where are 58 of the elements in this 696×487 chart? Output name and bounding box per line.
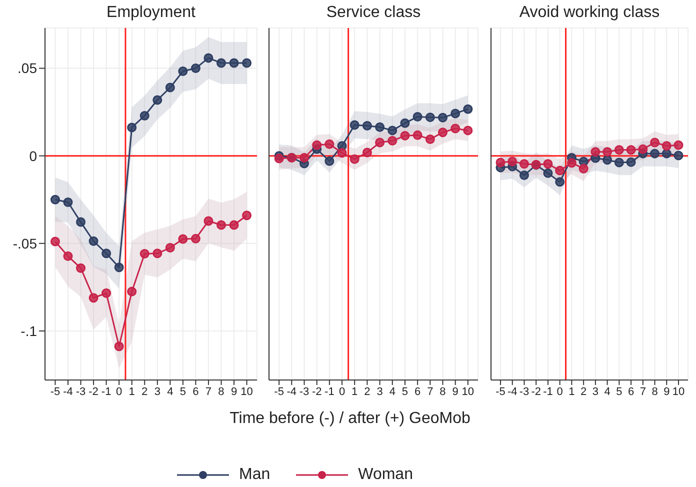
x-tick-label: 5 bbox=[180, 386, 186, 398]
y-tick-label: .05 bbox=[18, 60, 38, 76]
x-tick-label: 6 bbox=[414, 386, 421, 398]
y-tick-label: -.1 bbox=[20, 322, 38, 339]
x-tick-label: -1 bbox=[543, 386, 553, 398]
x-tick-label: 2 bbox=[580, 386, 587, 398]
x-tick-label: 7 bbox=[640, 386, 646, 398]
x-tick-label: 4 bbox=[389, 386, 396, 398]
x-tick-label: 2 bbox=[142, 386, 148, 398]
x-tick-label: 1 bbox=[128, 386, 135, 398]
chart-title: Employment bbox=[106, 4, 196, 22]
x-tick-label: -1 bbox=[324, 386, 334, 398]
x-tick-label: 8 bbox=[440, 386, 446, 398]
x-axis-title: Time before (-) / after (+) GeoMob bbox=[228, 410, 472, 428]
x-tick-label: 9 bbox=[452, 386, 458, 398]
x-tick-label: 10 bbox=[240, 386, 253, 398]
x-tick-label: 4 bbox=[167, 386, 174, 398]
x-tick-label: 1 bbox=[568, 386, 575, 398]
legend-label: Woman bbox=[358, 466, 413, 484]
x-tick-label: 1 bbox=[352, 386, 358, 398]
x-tick-label: 4 bbox=[604, 386, 610, 398]
x-tick-label: -3 bbox=[519, 386, 530, 398]
x-tick-label: 0 bbox=[116, 386, 122, 398]
x-tick-label: 3 bbox=[592, 386, 598, 398]
x-tick-label: 8 bbox=[218, 386, 224, 398]
x-tick-label: 7 bbox=[427, 386, 434, 398]
y-tick-label: 0 bbox=[29, 148, 38, 164]
x-tick-label: -3 bbox=[76, 386, 86, 398]
x-tick-label: -2 bbox=[531, 386, 541, 398]
x-tick-label: 5 bbox=[402, 386, 408, 398]
y-tick-label: -.05 bbox=[12, 235, 38, 252]
x-tick-label: -5 bbox=[50, 386, 60, 398]
x-tick-label: -4 bbox=[507, 386, 518, 398]
x-tick-label: 2 bbox=[364, 386, 370, 398]
chart-title: Service class bbox=[325, 4, 422, 22]
x-tick-label: 8 bbox=[652, 386, 658, 398]
x-tick-label: 7 bbox=[205, 386, 212, 398]
x-tick-label: 5 bbox=[616, 386, 622, 398]
x-tick-label: 6 bbox=[192, 386, 199, 398]
x-tick-label: 9 bbox=[664, 386, 670, 398]
x-tick-label: 9 bbox=[230, 386, 238, 398]
x-tick-label: 0 bbox=[556, 386, 563, 398]
x-tick-label: -1 bbox=[101, 386, 112, 398]
legend-label: Man bbox=[239, 466, 270, 484]
x-tick-label: 0 bbox=[338, 386, 346, 398]
x-tick-label: 6 bbox=[628, 386, 634, 398]
x-tick-label: -3 bbox=[299, 386, 310, 398]
x-tick-label: 3 bbox=[376, 386, 383, 398]
x-tick-label: 10 bbox=[672, 386, 685, 398]
x-tick-label: 10 bbox=[462, 386, 474, 398]
x-tick-label: -5 bbox=[496, 386, 506, 398]
x-tick-label: -4 bbox=[286, 386, 297, 398]
chart-title: Avoid working class bbox=[518, 4, 661, 22]
x-tick-label: -5 bbox=[274, 386, 284, 398]
x-tick-label: -4 bbox=[63, 386, 73, 398]
x-tick-label: -2 bbox=[88, 386, 98, 398]
x-tick-label: -2 bbox=[312, 386, 322, 398]
x-tick-label: 3 bbox=[154, 386, 160, 398]
